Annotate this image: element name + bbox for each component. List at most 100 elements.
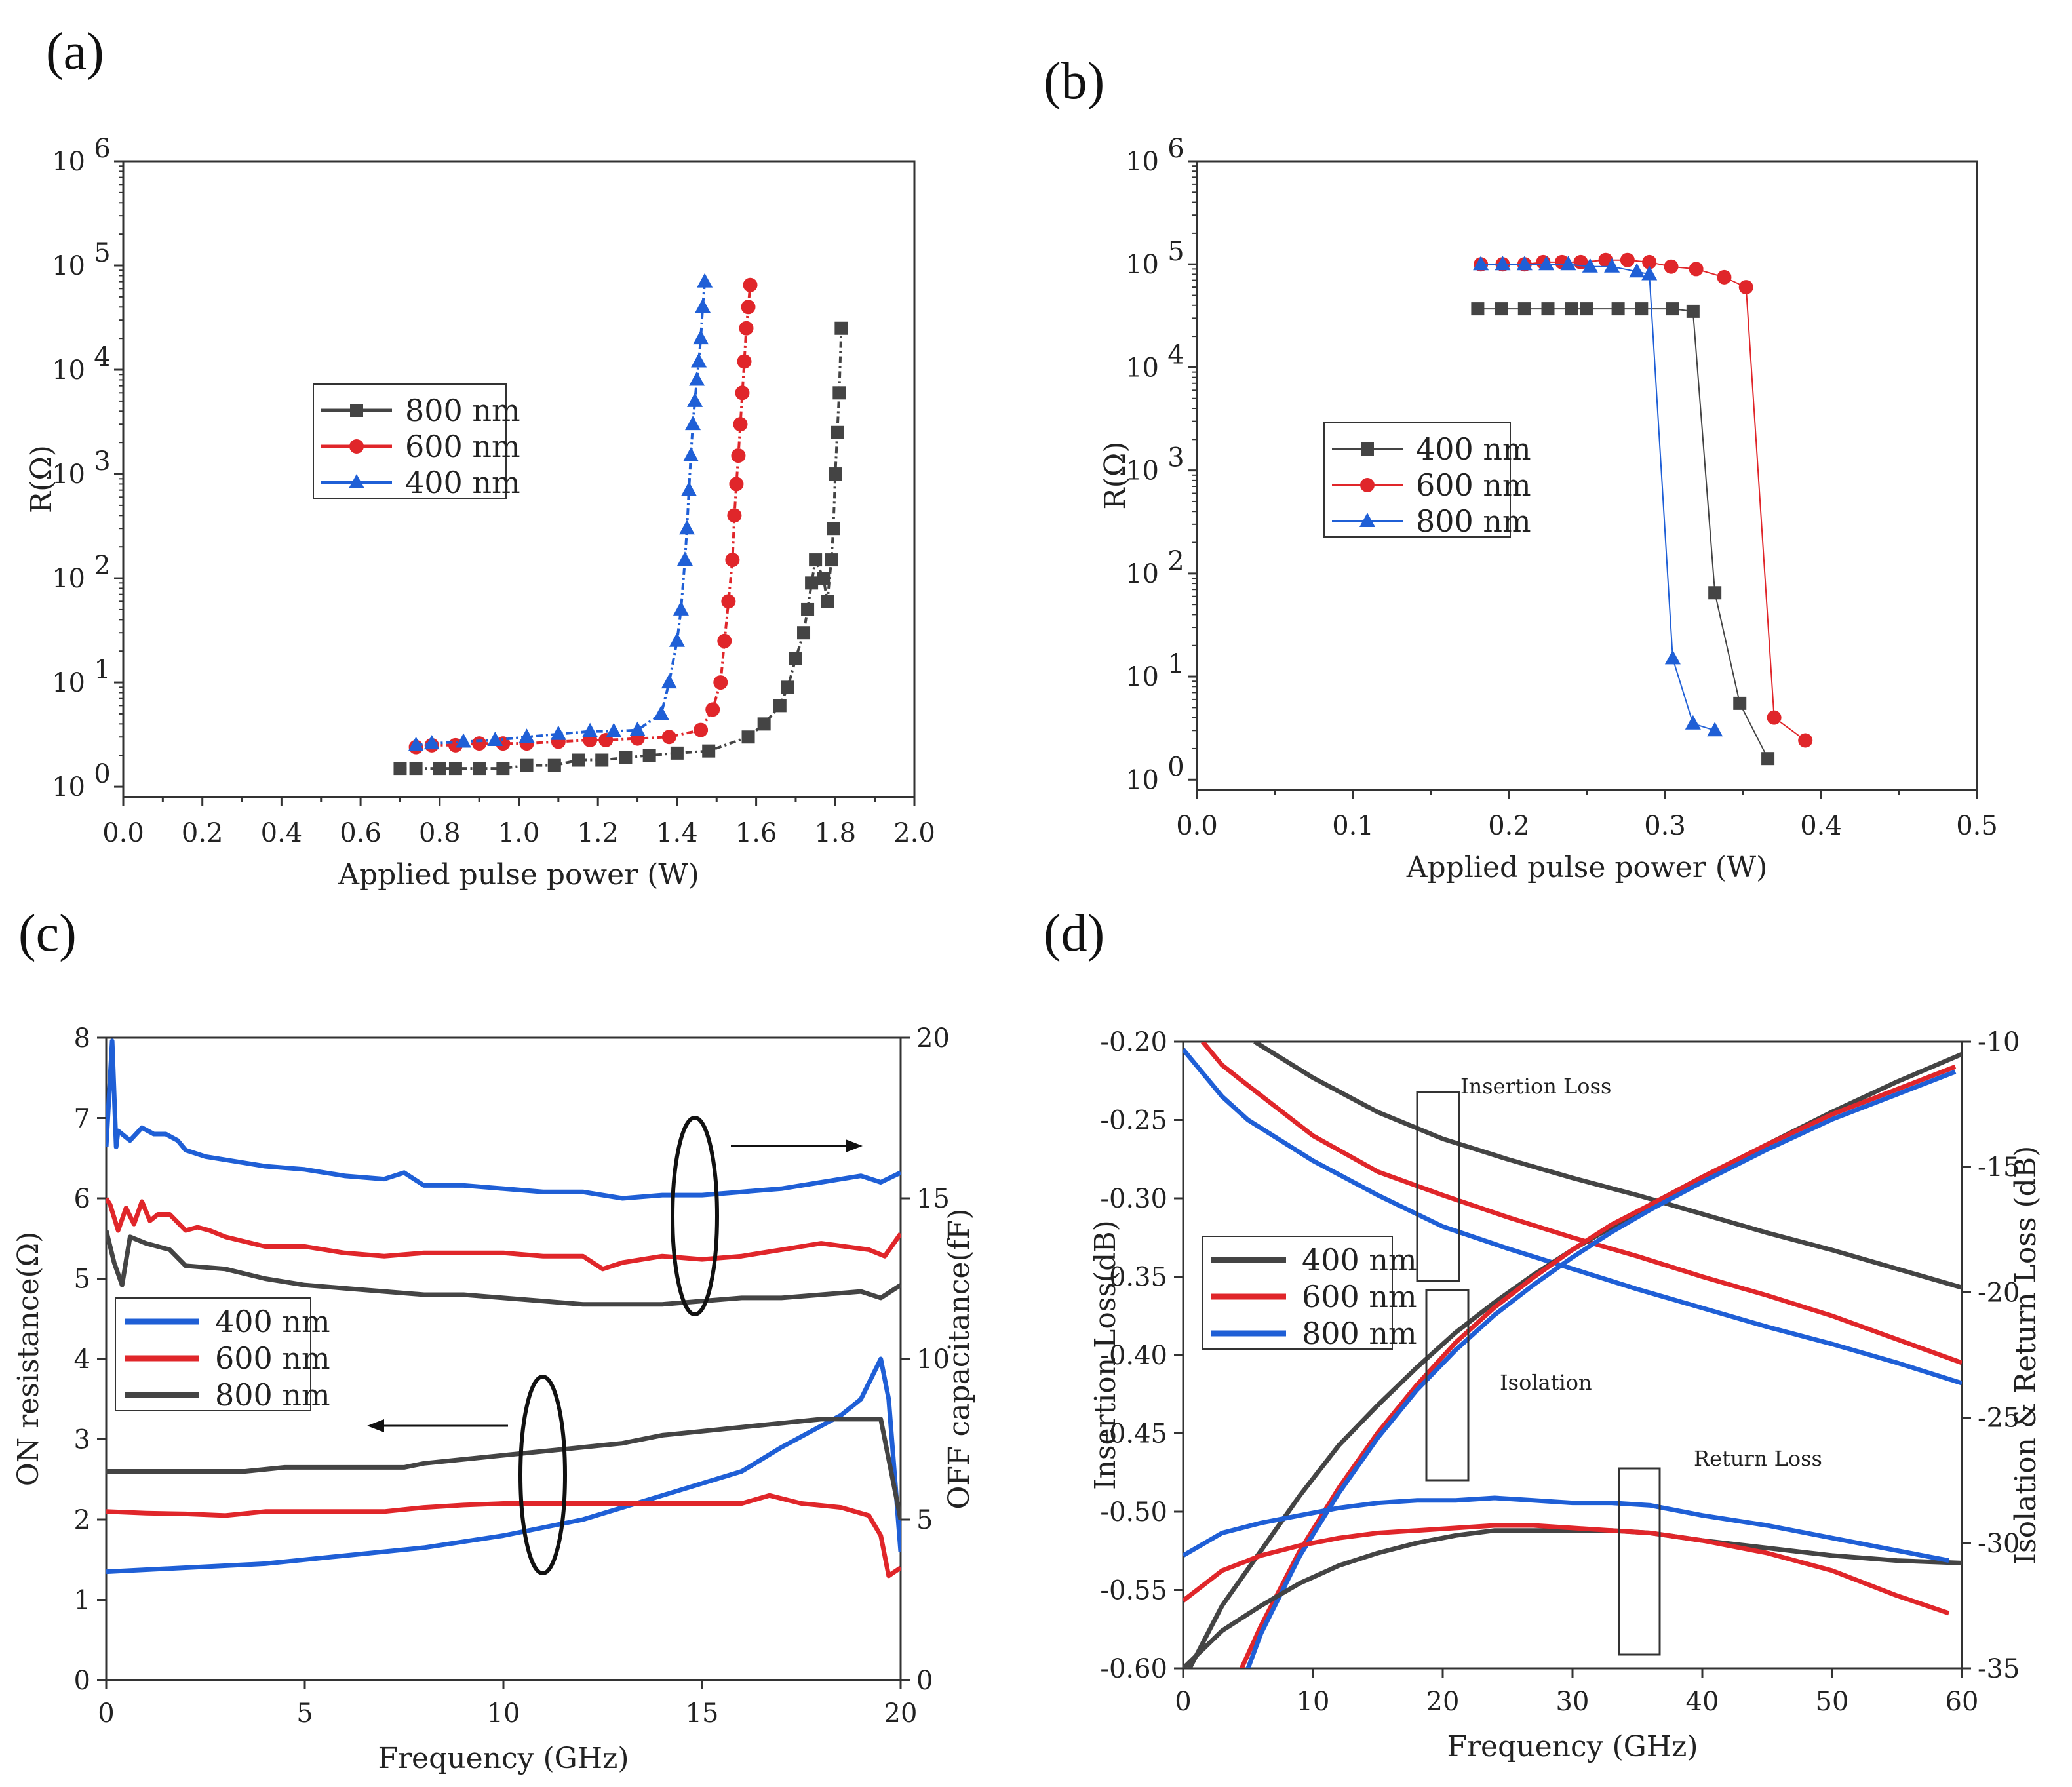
square-marker: [827, 522, 840, 536]
x-tick-label: 1.8: [814, 818, 856, 848]
insertion-loss-bracket: [1416, 1091, 1460, 1282]
legend-label: 600 nm: [1416, 467, 1531, 503]
y-tick-label: 10: [52, 147, 85, 177]
triangle-marker: [1664, 650, 1681, 665]
x-tick-label: 10: [1297, 1687, 1330, 1717]
triangle-marker: [423, 735, 440, 750]
square-marker: [572, 753, 585, 767]
y-tick-label: 5: [74, 1265, 90, 1295]
y-tick-exponent: 0: [1167, 752, 1184, 782]
triangle-marker: [676, 551, 693, 566]
series-800-nm: [1473, 256, 1723, 737]
square-marker: [473, 762, 486, 776]
square-marker: [1517, 302, 1531, 316]
y-tick-label: 3: [74, 1425, 90, 1455]
left-axis-ellipse: [518, 1375, 567, 1575]
x-axis-label: Applied pulse power (W): [1406, 851, 1768, 884]
triangle-marker: [606, 722, 622, 737]
y-right-tick-label: 10: [916, 1345, 950, 1375]
series-line: [1253, 1042, 1962, 1290]
y-tick-exponent: 6: [1167, 134, 1184, 164]
x-tick-label: 0.4: [1800, 811, 1842, 841]
x-tick-label: 0.4: [261, 818, 303, 848]
square-marker: [801, 602, 815, 616]
triangle-marker: [681, 481, 697, 496]
isolation-bracket: [1425, 1289, 1470, 1482]
triangle-marker: [349, 474, 364, 488]
legend-label: 800 nm: [405, 393, 520, 428]
square-marker: [831, 425, 844, 439]
triangle-marker: [689, 371, 705, 386]
y-tick-exponent: 6: [94, 134, 110, 164]
legend-label: 800 nm: [1416, 503, 1531, 539]
panel-b: (b)0.0 0.1 0.2 0.3 0.4 0.510 010 110 210 310 410 51…: [1044, 52, 1998, 884]
panel-label: (a): [46, 23, 104, 81]
x-tick-label: 0.1: [1332, 811, 1374, 841]
series-600-nm: [408, 277, 758, 755]
panel-label: (b): [1044, 52, 1104, 110]
circle-marker: [1664, 259, 1679, 274]
triangle-marker: [653, 705, 669, 720]
x-tick-label: 50: [1816, 1687, 1849, 1717]
triangle-marker: [629, 721, 646, 736]
square-marker: [797, 626, 811, 640]
triangle-marker: [1685, 715, 1701, 730]
triangle-marker: [673, 600, 689, 616]
series-line: [106, 1493, 901, 1579]
square-marker: [1541, 302, 1555, 316]
y-tick-label: -0.55: [1100, 1576, 1167, 1606]
circle-marker: [1642, 254, 1657, 269]
y-right-tick-label: 20: [916, 1023, 950, 1053]
x-tick-label: 30: [1556, 1687, 1590, 1717]
x-axis-label: Applied pulse power (W): [338, 858, 699, 892]
y-tick-exponent: 1: [94, 655, 110, 685]
y-tick-label: -0.60: [1100, 1654, 1167, 1684]
y-tick-exponent: 3: [1167, 443, 1184, 473]
circle-marker: [1620, 252, 1635, 267]
square-marker: [789, 652, 802, 665]
square-marker: [1708, 586, 1722, 600]
x-tick-label: 0.0: [1176, 811, 1218, 841]
y-tick-exponent: 5: [94, 238, 110, 268]
square-marker: [393, 762, 407, 776]
series-line: [106, 1356, 901, 1575]
square-marker: [547, 758, 561, 772]
circle-marker: [349, 439, 364, 454]
triangle-marker: [1516, 256, 1533, 271]
square-marker: [619, 751, 633, 764]
x-tick-label: 0.2: [182, 818, 224, 848]
triangle-marker: [1604, 258, 1620, 273]
circle-marker: [1360, 478, 1375, 492]
y-right-tick-label: 0: [916, 1666, 933, 1696]
y-right-tick-label: -20: [1978, 1278, 2020, 1308]
y-tick-label: -0.20: [1100, 1027, 1167, 1057]
y-tick-label: 10: [52, 460, 85, 490]
circle-marker: [737, 354, 752, 369]
square-marker: [642, 749, 656, 762]
panel-a: (a)0.0 0.2 0.4 0.6 0.8 1.0 1.2 1.4 1.6 1.8 2.010 01…: [25, 23, 935, 892]
y-tick-label: 10: [52, 355, 85, 385]
circle-marker: [1717, 269, 1732, 285]
square-marker: [1635, 302, 1649, 316]
y-tick-label: -0.50: [1100, 1497, 1167, 1527]
x-tick-label: 15: [686, 1699, 719, 1729]
circle-marker: [733, 417, 748, 432]
y-tick-label: -0.30: [1100, 1184, 1167, 1214]
x-tick-label: 2.0: [893, 818, 935, 848]
circle-marker: [1798, 733, 1813, 748]
legend-label: 600 nm: [215, 1341, 330, 1376]
y-right-tick-label: -15: [1978, 1152, 2020, 1183]
triangle-marker: [683, 447, 699, 462]
circle-marker: [735, 385, 750, 401]
legend-label: 800 nm: [1302, 1316, 1417, 1351]
square-marker: [1565, 302, 1578, 316]
square-marker: [448, 762, 462, 776]
triangle-marker: [661, 674, 677, 689]
y-tick-label: 10: [52, 772, 85, 802]
square-marker: [520, 758, 534, 772]
panel-d: (d) 0 10 20 30 40 50 60 -0.20 -0.25 -0.30 -0.35 -0.4…: [1044, 905, 2043, 1763]
square-marker: [350, 404, 363, 417]
y-tick-label: 0: [74, 1666, 90, 1696]
y-tick-exponent: 3: [94, 446, 110, 477]
